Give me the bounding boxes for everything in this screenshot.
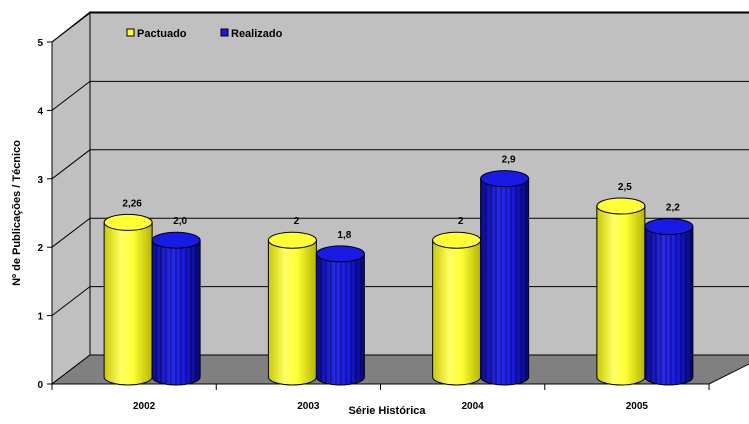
x-tick-label: 2004 [462, 401, 485, 412]
bar-body [267, 239, 317, 386]
data-label: 2,0 [173, 216, 187, 227]
gridline [51, 149, 749, 180]
bar [151, 231, 201, 386]
y-tick-label: 0 [37, 380, 43, 391]
data-label: 2,26 [122, 198, 142, 209]
bar-top [315, 245, 365, 263]
y-tick-label: 1 [37, 312, 43, 323]
data-label: 1,8 [337, 230, 351, 241]
bar-stripes [152, 240, 201, 385]
legend: Pactuado Realizado [126, 28, 283, 40]
y-tick-label: 2 [37, 243, 43, 254]
bar [596, 197, 646, 386]
y-tick-label: 4 [37, 106, 43, 117]
data-labels: 2,26 2,0 2 1,8 2 2,9 2,5 2,2 [122, 155, 680, 241]
data-label: 2,9 [502, 155, 516, 166]
bar-top [432, 231, 482, 249]
legend-swatch [220, 28, 229, 37]
x-tick-label: 2003 [297, 401, 320, 412]
bar [103, 213, 153, 386]
x-tick-label: 2005 [626, 401, 649, 412]
data-label: 2,5 [618, 182, 632, 193]
bar-top [596, 197, 646, 215]
bar-top [151, 231, 201, 249]
bar-top [644, 218, 694, 236]
bar-top [480, 170, 530, 188]
legend-swatch [126, 28, 135, 37]
bar-body [596, 205, 646, 386]
bar-body [432, 239, 482, 386]
gridline [51, 12, 749, 43]
x-axis: 2002 2003 2004 2005 [51, 383, 710, 412]
bar-stripes [316, 253, 365, 385]
y-axis-title: Nº de Publicações / Técnico [11, 140, 23, 286]
bar [267, 231, 317, 386]
y-axis: 0 1 2 3 4 5 [37, 12, 749, 391]
bar [644, 218, 694, 386]
data-label: 2 [294, 216, 300, 227]
side-wall [51, 10, 91, 386]
legend-label: Pactuado [137, 28, 187, 40]
x-tick-label: 2002 [133, 401, 156, 412]
bar-top [103, 213, 153, 231]
y-tick-label: 5 [37, 38, 43, 49]
gridline [51, 286, 749, 316]
y-tick-label: 3 [37, 175, 43, 186]
data-label: 2,2 [666, 203, 680, 214]
bar-stripes [480, 178, 529, 385]
data-label: 2 [458, 216, 464, 227]
bar-body [103, 221, 153, 386]
gridline [51, 80, 749, 111]
bar-stripes [644, 226, 693, 385]
bar [480, 170, 530, 386]
bar-series [103, 170, 694, 386]
x-axis-title: Série Histórica [348, 405, 426, 417]
axis-titles: Série Histórica Nº de Publicações / Técni… [11, 140, 426, 417]
chart-walls [50, 10, 749, 386]
gridline [51, 217, 749, 248]
bar [432, 231, 482, 386]
legend-label: Realizado [231, 28, 283, 40]
bar [315, 245, 365, 386]
bar-top [267, 231, 317, 249]
